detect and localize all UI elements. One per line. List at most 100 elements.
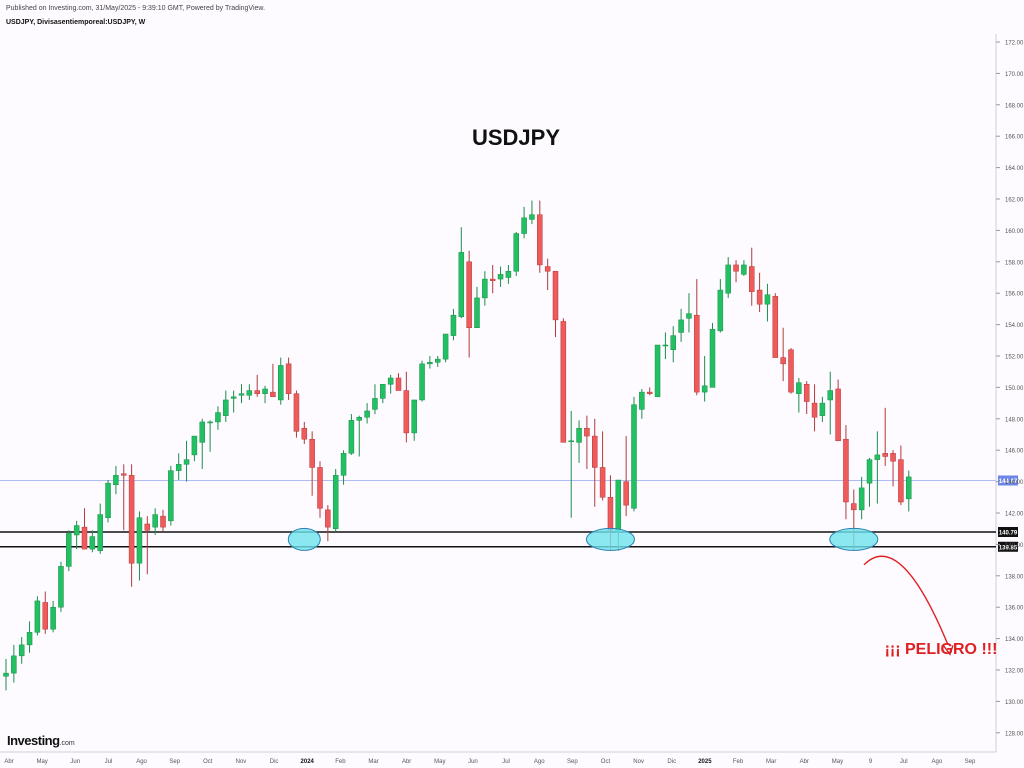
- price-axis: 172.00 170.00 168.00 166.00 164.00 162.00 160.…: [996, 41, 1024, 737]
- candle: [686, 293, 692, 333]
- time-axis-label: Sep: [169, 759, 180, 765]
- candle: [419, 360, 425, 402]
- candle: [317, 461, 323, 518]
- candle: [497, 266, 504, 287]
- candle-body-up: [356, 416, 362, 421]
- time-axis-label: Oct: [601, 759, 611, 765]
- candle-body-down: [811, 402, 818, 418]
- time-axis-label: 2025: [698, 759, 712, 765]
- candle-body-up: [66, 533, 72, 567]
- candle-body-up: [199, 421, 205, 443]
- candle-body-up: [686, 313, 692, 319]
- candle: [403, 371, 410, 443]
- candle-body-down: [694, 314, 700, 393]
- logo-main: Investing: [7, 733, 60, 748]
- candle: [646, 387, 653, 396]
- candle-body-up: [442, 333, 449, 360]
- candle-body-up: [387, 377, 394, 385]
- candle-body-down: [285, 363, 292, 394]
- candle: [113, 465, 119, 495]
- candle-body-up: [435, 358, 441, 363]
- time-axis-label: Ago: [932, 759, 943, 765]
- candle-body-up: [521, 217, 527, 234]
- candle: [513, 231, 519, 276]
- candle: [780, 327, 786, 382]
- candle-body-up: [175, 464, 182, 471]
- time-axis: Abr May Jun Jul Ago Sep Oct Nov Dic 2024 Feb Mar Abr…: [4, 759, 976, 765]
- candle-body-up: [576, 427, 582, 443]
- time-axis-label: 9: [869, 759, 873, 765]
- candle-body-down: [584, 427, 590, 437]
- candle: [482, 271, 488, 306]
- candle: [136, 511, 143, 581]
- time-axis-label: Jul: [105, 759, 113, 765]
- candle-body-up: [427, 362, 433, 365]
- candle: [717, 279, 724, 333]
- danger-arrow-curve: [863, 555, 949, 646]
- support-touch-ellipse: [829, 527, 879, 551]
- candle: [73, 520, 80, 550]
- candle: [81, 508, 88, 550]
- candle-body-up: [701, 385, 708, 393]
- candle-body-down: [160, 515, 166, 528]
- time-axis-label: Sep: [567, 759, 578, 765]
- candle: [223, 390, 229, 422]
- logo-suffix: .com: [59, 740, 75, 747]
- time-axis-label: Jun: [70, 759, 80, 765]
- candle: [26, 621, 33, 653]
- candle: [678, 308, 684, 342]
- candle-body-up: [215, 412, 221, 423]
- candle: [858, 476, 865, 520]
- symbol-line: USDJPY, Divisasentiemporeal:USDJPY, W: [6, 19, 146, 26]
- candle: [521, 206, 527, 239]
- price-tick-label: 132.00: [1005, 669, 1024, 675]
- price-tick-label: 152.00: [1005, 355, 1024, 361]
- candle: [325, 505, 331, 542]
- candle: [890, 450, 896, 487]
- time-axis-label: May: [36, 759, 47, 765]
- candle: [427, 356, 433, 369]
- time-axis-label: Nov: [633, 759, 644, 765]
- candle-body-down: [803, 384, 810, 402]
- candle-body-down: [466, 261, 472, 328]
- candle-body-down: [756, 289, 763, 305]
- danger-text: ¡¡¡ PELIGRO !!!: [885, 641, 998, 658]
- candle-body-down: [42, 602, 48, 630]
- published-note: Published on Investing.com, 31/May/2025 …: [6, 5, 266, 12]
- price-tick-label: 138.00: [1005, 574, 1024, 580]
- candle-body-up: [183, 459, 190, 465]
- candle-body-down: [788, 349, 794, 393]
- candle-body-up: [278, 365, 284, 401]
- price-tick-label: 128.00: [1005, 731, 1024, 737]
- candle: [152, 508, 158, 535]
- price-tick-label: 144.00: [1005, 480, 1024, 486]
- candle-body-down: [121, 473, 127, 476]
- candle-body-up: [450, 314, 457, 336]
- time-axis-label: Dic: [667, 759, 676, 765]
- support-price-tag: [998, 541, 1018, 552]
- candle-body-up: [796, 382, 802, 394]
- candle-body-down: [270, 391, 276, 398]
- candle-body-up: [631, 404, 637, 509]
- candle: [772, 293, 779, 358]
- candle-body-down: [733, 264, 739, 272]
- candle-body-up: [670, 335, 676, 350]
- candle: [168, 465, 174, 526]
- candle: [160, 509, 166, 532]
- candle: [364, 403, 370, 424]
- price-tick-label: 134.00: [1005, 637, 1024, 643]
- candle-body-down: [623, 481, 629, 506]
- candle: [654, 344, 661, 398]
- candle: [788, 348, 794, 394]
- time-axis-label: Dic: [270, 759, 279, 765]
- candle: [741, 260, 747, 276]
- time-axis-label: Feb: [733, 759, 744, 765]
- candle-body-up: [380, 384, 386, 399]
- candle: [58, 561, 64, 612]
- candle: [694, 279, 700, 396]
- support-price-tag: [998, 526, 1018, 537]
- candle: [599, 431, 606, 501]
- candle: [544, 258, 551, 291]
- candle: [293, 390, 300, 438]
- candle: [631, 396, 637, 512]
